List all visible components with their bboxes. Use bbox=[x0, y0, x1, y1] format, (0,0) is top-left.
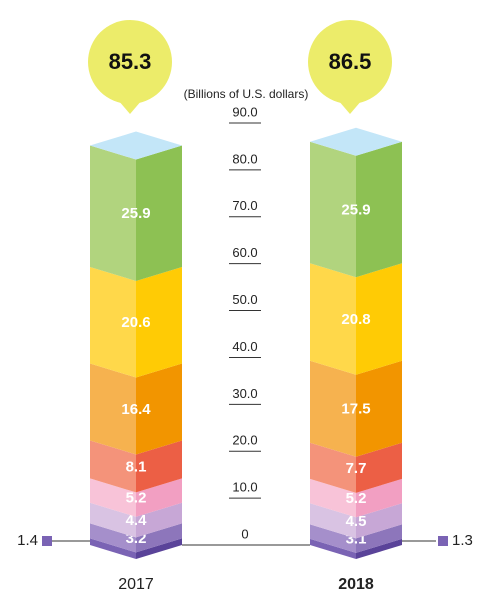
segment-front bbox=[90, 478, 136, 517]
segment-side bbox=[136, 440, 182, 493]
unit-label: (Billions of U.S. dollars) bbox=[184, 87, 309, 101]
outside-label: 1.3 bbox=[452, 532, 473, 549]
segment-side bbox=[356, 503, 402, 539]
y-tick-label: 70.0 bbox=[232, 198, 257, 213]
y-tick-label: 30.0 bbox=[232, 386, 257, 401]
y-tick-label: 50.0 bbox=[232, 292, 257, 307]
y-tick-label: 60.0 bbox=[232, 245, 257, 260]
segment-label: 8.1 bbox=[126, 458, 147, 475]
segment-front bbox=[310, 263, 356, 375]
y-tick-label: 0 bbox=[241, 526, 248, 541]
segment-side bbox=[356, 478, 402, 518]
segment-label: 5.2 bbox=[126, 490, 147, 507]
segment-front bbox=[310, 478, 356, 518]
segment-front bbox=[90, 145, 136, 281]
y-tick-label: 80.0 bbox=[232, 151, 257, 166]
segment-front bbox=[90, 502, 136, 538]
segment-label: 20.8 bbox=[341, 311, 370, 328]
segment-side bbox=[136, 145, 182, 281]
segment-side bbox=[356, 442, 402, 493]
x-tick-label: 2017 bbox=[118, 576, 154, 593]
segment-side bbox=[136, 523, 182, 553]
total-label: 86.5 bbox=[329, 49, 372, 74]
segment-side bbox=[356, 538, 402, 559]
segment-label: 7.7 bbox=[346, 460, 367, 477]
column-cap bbox=[310, 127, 402, 156]
segment-front bbox=[90, 266, 136, 378]
segment-label: 25.9 bbox=[121, 205, 150, 222]
legend-square bbox=[42, 536, 52, 546]
segment-side bbox=[136, 538, 182, 559]
outside-label: 1.4 bbox=[17, 532, 38, 549]
segment-side bbox=[136, 502, 182, 538]
segment-side bbox=[356, 360, 402, 457]
segment-side bbox=[136, 266, 182, 378]
segment-side bbox=[136, 478, 182, 517]
y-tick-label: 10.0 bbox=[232, 480, 257, 495]
segment-front bbox=[90, 440, 136, 493]
segment-front bbox=[90, 363, 136, 455]
column-cap bbox=[90, 131, 182, 160]
segment-label: 20.6 bbox=[121, 314, 150, 331]
segment-side bbox=[136, 363, 182, 455]
segment-front bbox=[310, 524, 356, 553]
segment-label: 16.4 bbox=[121, 401, 151, 418]
segment-label: 25.9 bbox=[341, 201, 370, 218]
segment-label: 5.2 bbox=[346, 490, 367, 507]
segment-front bbox=[310, 503, 356, 539]
total-bubble bbox=[88, 20, 172, 104]
segment-label: 4.4 bbox=[126, 512, 148, 529]
y-tick-label: 20.0 bbox=[232, 433, 257, 448]
segment-side bbox=[356, 263, 402, 375]
total-bubble bbox=[308, 20, 392, 104]
segment-label: 17.5 bbox=[341, 401, 370, 418]
segment-front bbox=[310, 538, 356, 559]
segment-front bbox=[310, 360, 356, 457]
segment-front bbox=[90, 523, 136, 553]
segment-front bbox=[90, 538, 136, 559]
legend-square bbox=[438, 536, 448, 546]
segment-front bbox=[310, 442, 356, 493]
x-tick-label: 2018 bbox=[338, 576, 374, 593]
segment-label: 4.5 bbox=[346, 513, 367, 530]
y-tick-label: 90.0 bbox=[232, 104, 257, 119]
segment-side bbox=[356, 524, 402, 553]
segment-side bbox=[356, 141, 402, 278]
total-label: 85.3 bbox=[109, 49, 152, 74]
segment-front bbox=[310, 141, 356, 278]
y-tick-label: 40.0 bbox=[232, 339, 257, 354]
